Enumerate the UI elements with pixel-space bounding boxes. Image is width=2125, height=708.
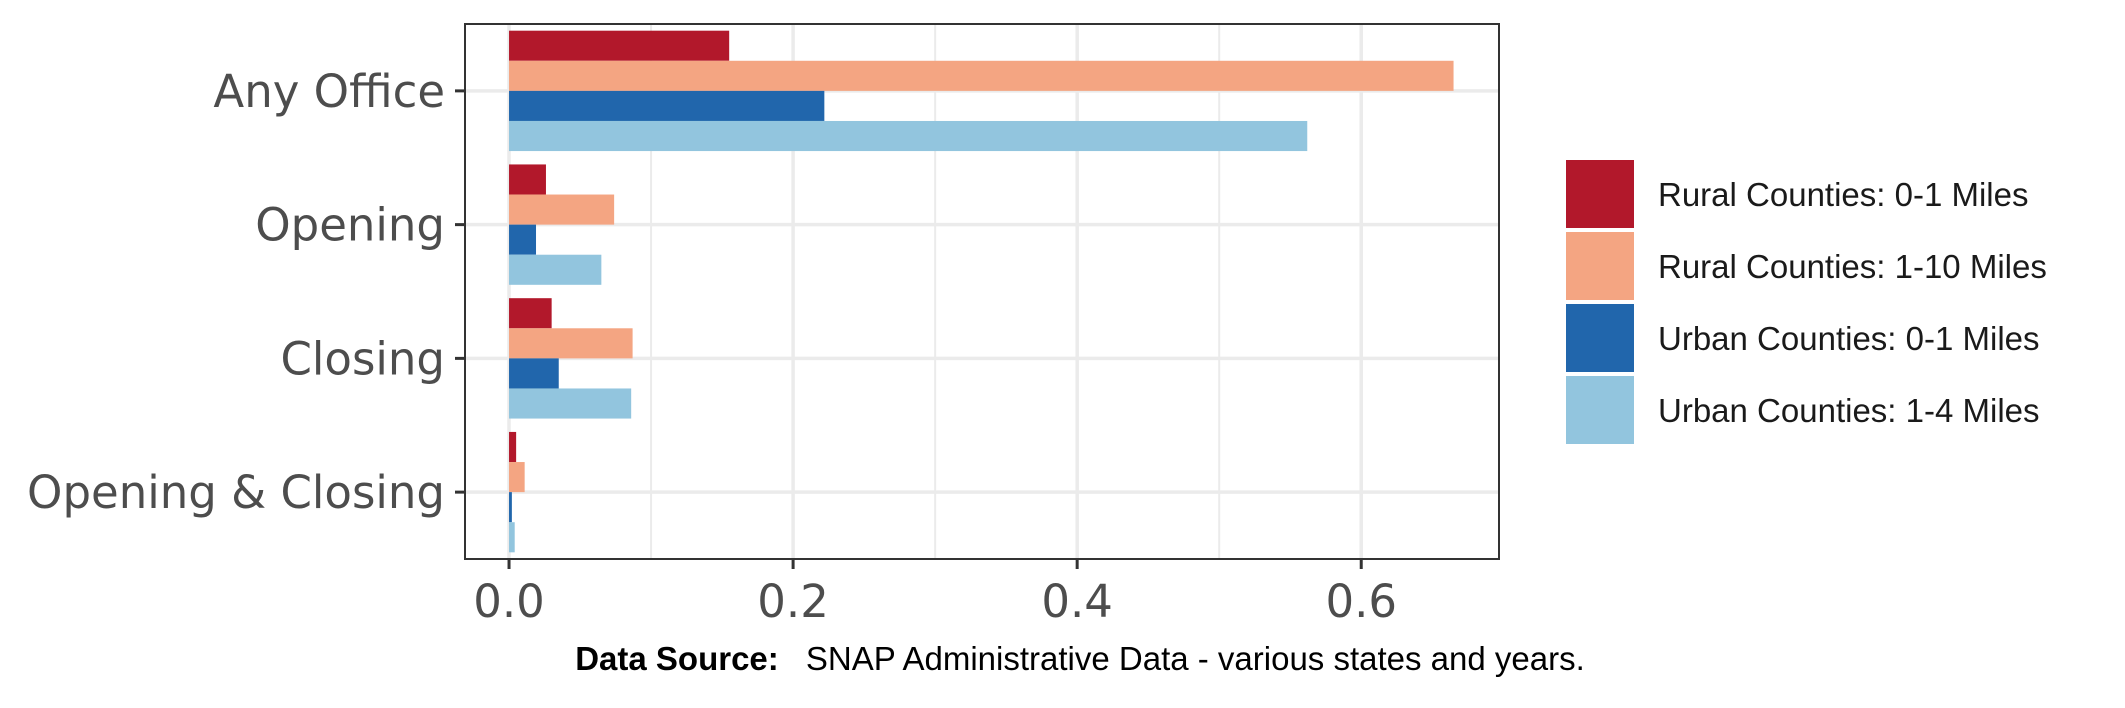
- bar: [509, 522, 515, 553]
- bar: [509, 358, 559, 389]
- category-label: Any Office: [213, 65, 445, 118]
- category-label: Closing: [281, 332, 446, 385]
- legend-label: Urban Counties: 1-4 Miles: [1658, 392, 2040, 429]
- bar: [509, 492, 512, 523]
- legend-key: [1566, 376, 1634, 444]
- legend-label: Urban Counties: 0-1 Miles: [1658, 320, 2040, 357]
- bar: [509, 462, 525, 493]
- panel-border: [464, 23, 1500, 560]
- x-axis: 0.0 0.2 0.4 0.6: [473, 559, 1397, 628]
- bar: [509, 388, 632, 419]
- bar: [509, 164, 546, 195]
- legend-key: [1566, 304, 1634, 372]
- legend-key: [1566, 232, 1634, 300]
- legend-label: Rural Counties: 0-1 Miles: [1658, 176, 2028, 213]
- bar: [509, 328, 633, 359]
- y-axis: Any Office Opening Closing Opening & Closin…: [27, 65, 465, 519]
- category-label: Opening: [255, 199, 445, 252]
- bar: [509, 431, 517, 463]
- x-tick-label: 0.4: [1041, 575, 1113, 628]
- bar: [509, 254, 602, 285]
- legend-key: [1566, 160, 1634, 228]
- legend: Rural Counties: 0-1 Miles Rural Counties:…: [1566, 160, 2047, 444]
- bars: [509, 30, 1454, 553]
- caption: Data Source: SNAP Administrative Data - …: [575, 640, 1585, 677]
- caption-text: SNAP Administrative Data - various state…: [806, 640, 1585, 677]
- caption-bold: Data Source:: [575, 640, 779, 677]
- legend-label: Rural Counties: 1-10 Miles: [1658, 248, 2047, 285]
- category-label: Opening & Closing: [27, 466, 445, 519]
- bar: [509, 224, 537, 255]
- bar: [509, 298, 552, 329]
- x-tick-label: 0.0: [473, 575, 545, 628]
- x-tick-label: 0.6: [1325, 575, 1397, 628]
- bar: [509, 120, 1308, 152]
- x-tick-label: 0.2: [757, 575, 829, 628]
- bar: [509, 30, 730, 61]
- bar: [509, 60, 1454, 91]
- bar: [509, 194, 615, 225]
- bar: [509, 90, 825, 121]
